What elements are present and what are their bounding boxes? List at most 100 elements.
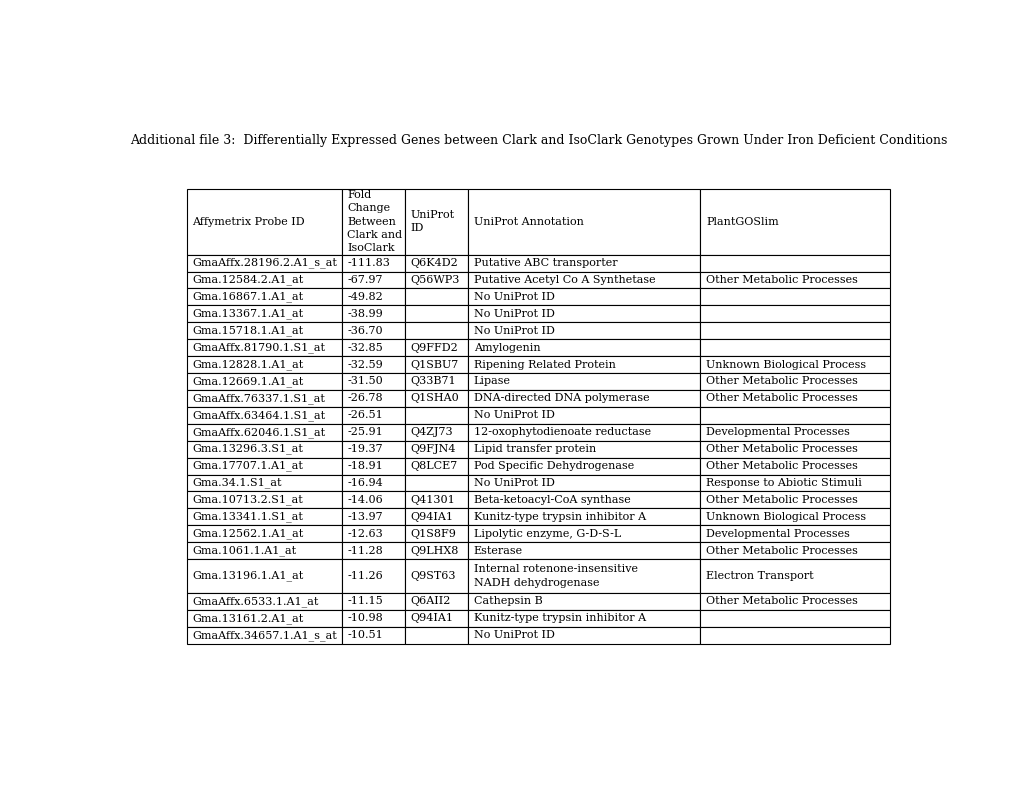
Text: -36.70: -36.70 bbox=[346, 325, 382, 336]
Text: Gma.12669.1.A1_at: Gma.12669.1.A1_at bbox=[193, 376, 304, 387]
Bar bbox=[468, 526, 700, 542]
Text: Q6AII2: Q6AII2 bbox=[410, 597, 450, 607]
Text: Q9ST63: Q9ST63 bbox=[410, 571, 455, 581]
Text: Developmental Processes: Developmental Processes bbox=[705, 427, 849, 437]
Bar bbox=[186, 542, 341, 559]
Bar bbox=[186, 458, 341, 474]
Text: Amylogenin: Amylogenin bbox=[473, 343, 540, 353]
Bar bbox=[405, 322, 468, 339]
Bar bbox=[341, 474, 405, 492]
Text: Q41301: Q41301 bbox=[410, 495, 454, 505]
Bar bbox=[186, 474, 341, 492]
Text: GmaAffx.6533.1.A1_at: GmaAffx.6533.1.A1_at bbox=[193, 596, 318, 607]
Bar bbox=[468, 542, 700, 559]
Text: No UniProt ID: No UniProt ID bbox=[473, 309, 554, 319]
Text: Gma.1061.1.A1_at: Gma.1061.1.A1_at bbox=[193, 545, 297, 556]
Bar bbox=[341, 255, 405, 272]
Text: Gma.10713.2.S1_at: Gma.10713.2.S1_at bbox=[193, 495, 303, 505]
Bar bbox=[186, 559, 341, 593]
Bar bbox=[186, 610, 341, 626]
Text: -32.85: -32.85 bbox=[346, 343, 382, 353]
Text: GmaAffx.62046.1.S1_at: GmaAffx.62046.1.S1_at bbox=[193, 427, 325, 437]
Bar bbox=[468, 508, 700, 526]
Text: Gma.13341.1.S1_at: Gma.13341.1.S1_at bbox=[193, 511, 303, 522]
Text: Additional file 3:  Differentially Expressed Genes between Clark and IsoClark Ge: Additional file 3: Differentially Expres… bbox=[129, 134, 947, 147]
Bar bbox=[405, 559, 468, 593]
Bar bbox=[468, 440, 700, 458]
Text: Q1SBU7: Q1SBU7 bbox=[410, 359, 459, 370]
Bar bbox=[700, 559, 890, 593]
Bar bbox=[468, 272, 700, 288]
Text: Electron Transport: Electron Transport bbox=[705, 571, 813, 581]
Bar bbox=[405, 474, 468, 492]
Text: UniProt Annotation: UniProt Annotation bbox=[473, 217, 583, 227]
Bar bbox=[341, 288, 405, 305]
Bar bbox=[700, 440, 890, 458]
Bar bbox=[700, 188, 890, 255]
Bar bbox=[468, 188, 700, 255]
Text: UniProt
ID: UniProt ID bbox=[410, 210, 454, 233]
Bar bbox=[186, 356, 341, 373]
Bar bbox=[405, 373, 468, 390]
Bar bbox=[405, 390, 468, 407]
Bar bbox=[186, 424, 341, 440]
Bar bbox=[186, 407, 341, 424]
Text: -111.83: -111.83 bbox=[346, 258, 389, 268]
Text: -14.06: -14.06 bbox=[346, 495, 382, 505]
Bar bbox=[186, 508, 341, 526]
Bar bbox=[405, 272, 468, 288]
Bar bbox=[405, 492, 468, 508]
Bar bbox=[468, 424, 700, 440]
Bar bbox=[186, 255, 341, 272]
Bar bbox=[468, 356, 700, 373]
Bar bbox=[468, 593, 700, 610]
Bar bbox=[700, 526, 890, 542]
Bar bbox=[186, 390, 341, 407]
Text: Q4ZJ73: Q4ZJ73 bbox=[410, 427, 452, 437]
Text: Q94IA1: Q94IA1 bbox=[410, 613, 453, 623]
Bar bbox=[468, 305, 700, 322]
Bar bbox=[405, 508, 468, 526]
Bar bbox=[700, 474, 890, 492]
Text: -19.37: -19.37 bbox=[346, 444, 382, 454]
Text: PlantGOSlim: PlantGOSlim bbox=[705, 217, 777, 227]
Bar bbox=[341, 542, 405, 559]
Text: Lipolytic enzyme, G-D-S-L: Lipolytic enzyme, G-D-S-L bbox=[473, 529, 621, 539]
Text: Gma.13367.1.A1_at: Gma.13367.1.A1_at bbox=[193, 308, 303, 319]
Bar bbox=[405, 424, 468, 440]
Text: Gma.13161.2.A1_at: Gma.13161.2.A1_at bbox=[193, 613, 304, 623]
Text: Gma.12562.1.A1_at: Gma.12562.1.A1_at bbox=[193, 529, 304, 539]
Bar bbox=[700, 373, 890, 390]
Text: Q9FJN4: Q9FJN4 bbox=[410, 444, 455, 454]
Text: -11.15: -11.15 bbox=[346, 597, 382, 607]
Text: Putative Acetyl Co A Synthetase: Putative Acetyl Co A Synthetase bbox=[473, 275, 655, 285]
Bar bbox=[341, 272, 405, 288]
Bar bbox=[405, 305, 468, 322]
Bar bbox=[468, 610, 700, 626]
Text: Other Metabolic Processes: Other Metabolic Processes bbox=[705, 275, 857, 285]
Bar bbox=[468, 474, 700, 492]
Bar bbox=[341, 424, 405, 440]
Bar bbox=[700, 339, 890, 356]
Text: Q1SHA0: Q1SHA0 bbox=[410, 393, 459, 403]
Text: -10.98: -10.98 bbox=[346, 613, 382, 623]
Bar bbox=[405, 288, 468, 305]
Bar bbox=[405, 188, 468, 255]
Text: Q9LHX8: Q9LHX8 bbox=[410, 545, 459, 556]
Bar bbox=[700, 255, 890, 272]
Bar bbox=[341, 188, 405, 255]
Bar bbox=[700, 458, 890, 474]
Text: Putative ABC transporter: Putative ABC transporter bbox=[473, 258, 616, 268]
Text: -38.99: -38.99 bbox=[346, 309, 382, 319]
Bar bbox=[468, 458, 700, 474]
Text: Gma.16867.1.A1_at: Gma.16867.1.A1_at bbox=[193, 292, 303, 303]
Text: Lipase: Lipase bbox=[473, 377, 511, 386]
Bar bbox=[468, 339, 700, 356]
Bar bbox=[468, 559, 700, 593]
Bar bbox=[700, 305, 890, 322]
Text: Other Metabolic Processes: Other Metabolic Processes bbox=[705, 495, 857, 505]
Bar bbox=[186, 272, 341, 288]
Text: GmaAffx.81790.1.S1_at: GmaAffx.81790.1.S1_at bbox=[193, 342, 325, 353]
Text: Other Metabolic Processes: Other Metabolic Processes bbox=[705, 545, 857, 556]
Text: Other Metabolic Processes: Other Metabolic Processes bbox=[705, 597, 857, 607]
